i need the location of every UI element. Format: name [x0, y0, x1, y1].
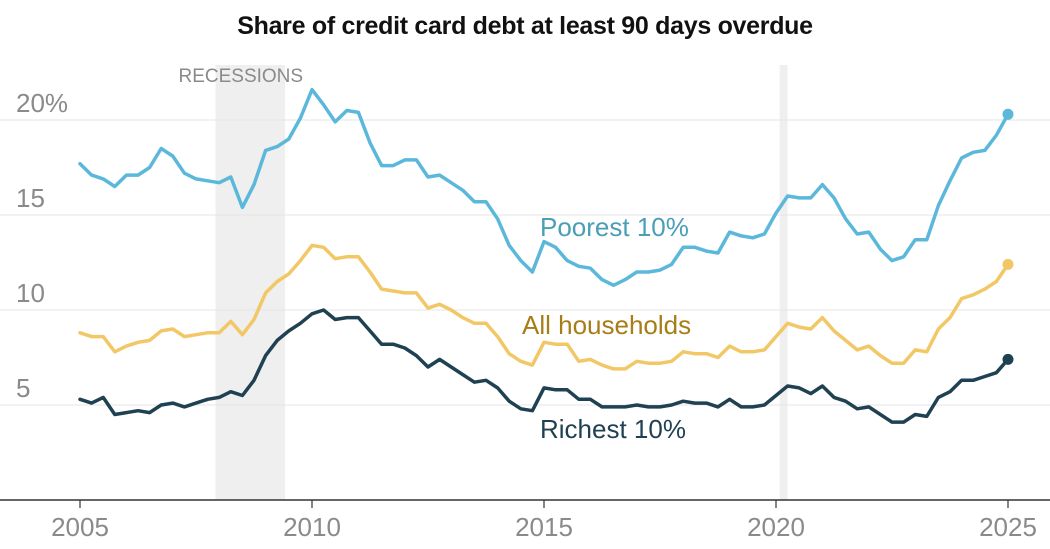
series-labels: Poorest 10% All households Richest 10% [522, 212, 691, 444]
recession-band [215, 65, 286, 500]
x-tick-label: 2005 [51, 512, 109, 542]
series-lines [78, 87, 1014, 424]
series-label: Richest 10% [540, 414, 686, 444]
y-tick-label: 20% [16, 88, 68, 118]
y-tick-label: 5 [16, 373, 30, 403]
series-endpoint [1002, 353, 1014, 365]
series-label: All households [522, 310, 691, 340]
series-line [78, 243, 1010, 371]
series-endpoint [1002, 108, 1014, 120]
x-tick-label: 2010 [283, 512, 341, 542]
y-tick-label: 10 [16, 278, 45, 308]
x-axis: 2005 2010 2015 2020 2025 [0, 499, 1050, 542]
recession-bands: RECESSIONS [178, 65, 788, 500]
x-tick-label: 2020 [747, 512, 805, 542]
y-tick-label: 15 [16, 183, 45, 213]
y-tick-labels: 5 10 15 20% [16, 88, 68, 403]
series-line [78, 87, 1010, 288]
x-tick-label: 2025 [979, 512, 1037, 542]
recession-label: RECESSIONS [178, 66, 303, 87]
chart-title: Share of credit card debt at least 90 da… [237, 12, 813, 40]
recession-band [779, 65, 788, 500]
series-endpoint [1002, 258, 1014, 270]
x-tick-label: 2015 [515, 512, 573, 542]
series-label: Poorest 10% [540, 212, 689, 242]
series-line [78, 308, 1010, 424]
